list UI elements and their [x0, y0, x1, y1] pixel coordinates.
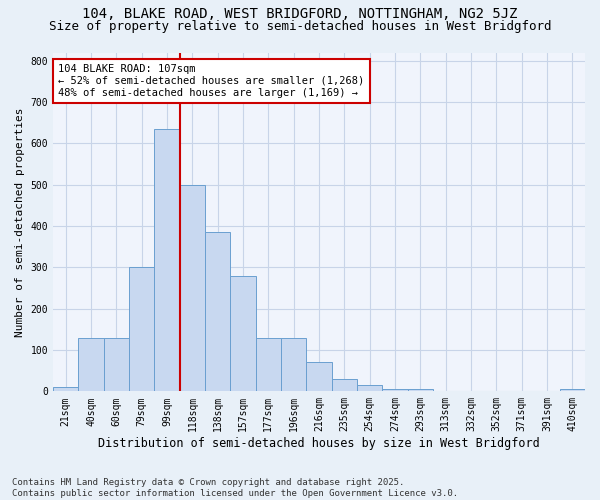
Bar	[382, 390, 407, 392]
Bar	[179, 184, 205, 392]
Bar	[154, 129, 179, 392]
Text: 104, BLAKE ROAD, WEST BRIDGFORD, NOTTINGHAM, NG2 5JZ: 104, BLAKE ROAD, WEST BRIDGFORD, NOTTING…	[82, 8, 518, 22]
Text: Size of property relative to semi-detached houses in West Bridgford: Size of property relative to semi-detach…	[49, 20, 551, 33]
Bar	[560, 390, 585, 392]
Bar	[104, 338, 129, 392]
Bar	[205, 232, 230, 392]
Text: 104 BLAKE ROAD: 107sqm
← 52% of semi-detached houses are smaller (1,268)
48% of : 104 BLAKE ROAD: 107sqm ← 52% of semi-det…	[58, 64, 365, 98]
Bar	[53, 387, 79, 392]
Y-axis label: Number of semi-detached properties: Number of semi-detached properties	[15, 107, 25, 336]
Bar	[357, 385, 382, 392]
Bar	[79, 338, 104, 392]
Bar	[230, 276, 256, 392]
Text: Contains HM Land Registry data © Crown copyright and database right 2025.
Contai: Contains HM Land Registry data © Crown c…	[12, 478, 458, 498]
Bar	[332, 379, 357, 392]
Bar	[307, 362, 332, 392]
Bar	[281, 338, 307, 392]
X-axis label: Distribution of semi-detached houses by size in West Bridgford: Distribution of semi-detached houses by …	[98, 437, 540, 450]
Bar	[129, 268, 154, 392]
Bar	[407, 390, 433, 392]
Bar	[256, 338, 281, 392]
